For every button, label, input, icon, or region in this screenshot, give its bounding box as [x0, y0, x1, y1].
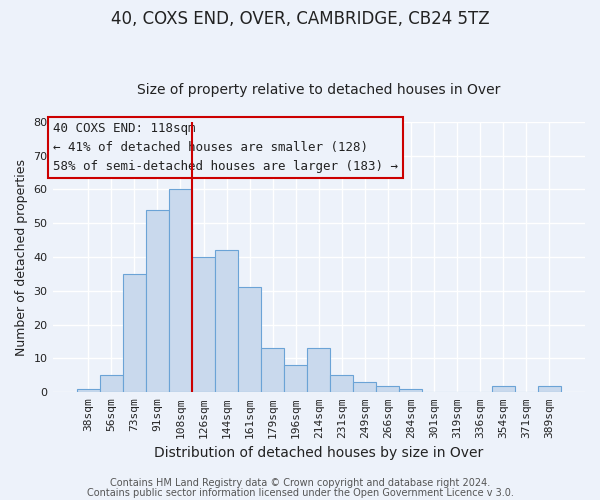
Bar — [192, 257, 215, 392]
Bar — [100, 376, 123, 392]
Bar — [146, 210, 169, 392]
Bar — [330, 376, 353, 392]
Bar — [215, 250, 238, 392]
Bar — [353, 382, 376, 392]
Bar — [307, 348, 330, 393]
Text: Contains HM Land Registry data © Crown copyright and database right 2024.: Contains HM Land Registry data © Crown c… — [110, 478, 490, 488]
Bar — [169, 190, 192, 392]
Text: 40 COXS END: 118sqm
← 41% of detached houses are smaller (128)
58% of semi-detac: 40 COXS END: 118sqm ← 41% of detached ho… — [53, 122, 398, 173]
Bar — [238, 288, 261, 393]
Bar — [538, 386, 561, 392]
Bar — [491, 386, 515, 392]
Bar — [123, 274, 146, 392]
Bar — [77, 389, 100, 392]
Title: Size of property relative to detached houses in Over: Size of property relative to detached ho… — [137, 83, 500, 97]
X-axis label: Distribution of detached houses by size in Over: Distribution of detached houses by size … — [154, 446, 484, 460]
Bar — [261, 348, 284, 393]
Text: 40, COXS END, OVER, CAMBRIDGE, CB24 5TZ: 40, COXS END, OVER, CAMBRIDGE, CB24 5TZ — [110, 10, 490, 28]
Bar — [376, 386, 400, 392]
Text: Contains public sector information licensed under the Open Government Licence v : Contains public sector information licen… — [86, 488, 514, 498]
Bar — [400, 389, 422, 392]
Bar — [284, 366, 307, 392]
Y-axis label: Number of detached properties: Number of detached properties — [15, 158, 28, 356]
